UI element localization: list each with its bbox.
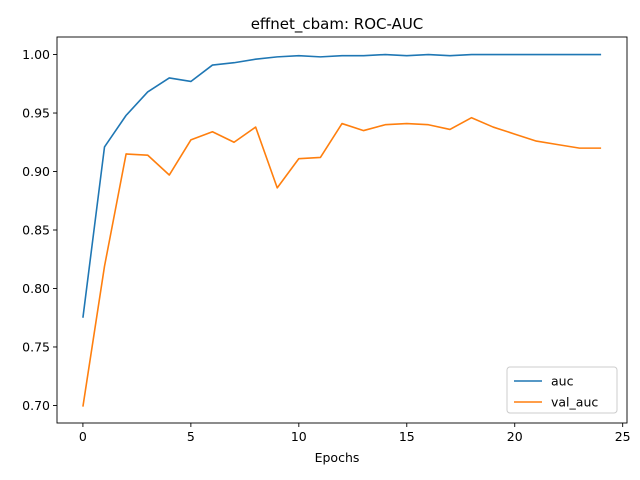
series-line-auc: [82, 53, 602, 318]
y-tick-label: 0.90: [22, 164, 50, 179]
x-axis-ticks: 0 5 10 15 20 25: [79, 423, 631, 444]
plot-area: [56, 36, 628, 424]
legend-label-val_auc: val_auc: [551, 395, 598, 410]
y-tick-label: 0.80: [22, 281, 50, 296]
x-axis-label: Epochs: [315, 450, 360, 465]
x-tick-label: 5: [187, 429, 195, 444]
x-tick-label: 0: [79, 429, 87, 444]
series-line-val_auc: [82, 116, 602, 407]
y-tick-label: 0.75: [22, 339, 50, 354]
legend-label-auc: auc: [551, 374, 574, 389]
y-tick-label: 1.00: [22, 47, 50, 62]
x-tick-label: 10: [291, 429, 307, 444]
chart-title: effnet_cbam: ROC-AUC: [251, 15, 424, 34]
y-tick-label: 0.85: [22, 223, 50, 238]
x-tick-label: 25: [615, 429, 631, 444]
y-tick-label: 0.95: [22, 106, 50, 121]
y-tick-label: 0.70: [22, 398, 50, 413]
y-axis-ticks: 0.70 0.75 0.80 0.85 0.90 0.95 1.00: [22, 47, 57, 413]
x-tick-label: 20: [507, 429, 523, 444]
axes-frame: [56, 36, 628, 424]
series-lines: [82, 53, 602, 407]
legend: auc val_auc: [506, 366, 618, 414]
x-tick-label: 15: [399, 429, 415, 444]
